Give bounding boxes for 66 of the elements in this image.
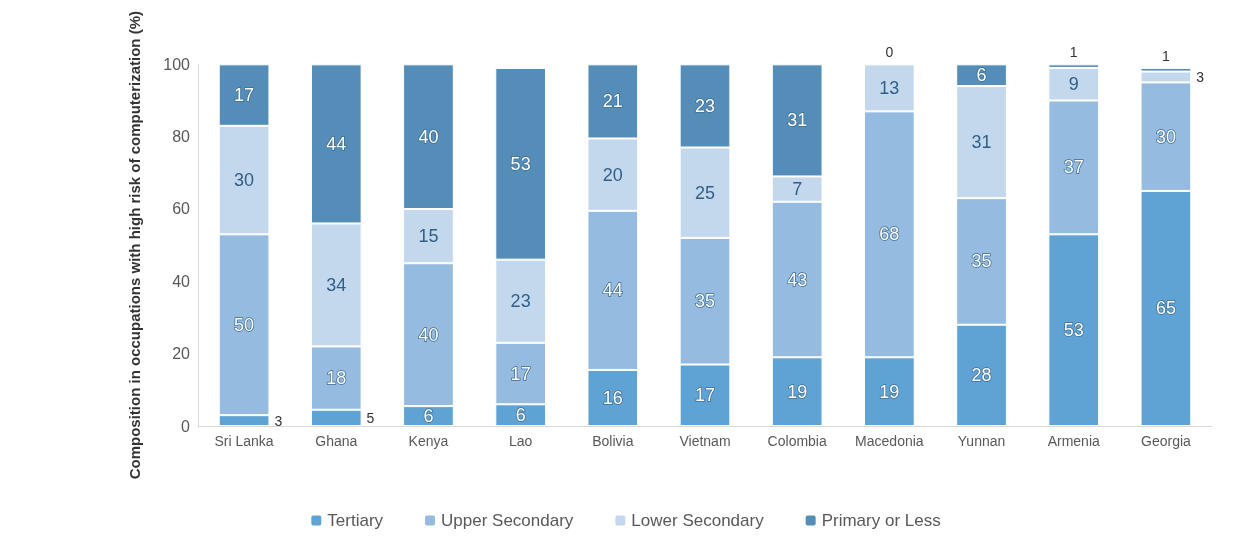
data-label: 68 — [879, 224, 900, 245]
data-label: 3 — [274, 412, 283, 429]
data-label: 44 — [326, 133, 347, 154]
data-label: 21 — [602, 91, 623, 112]
x-tick-label: Georgia — [1141, 433, 1192, 449]
x-tick-label: Vietnam — [679, 433, 731, 449]
data-label: 65 — [1155, 298, 1176, 319]
data-label: 5 — [366, 409, 375, 426]
x-tick-label: Lao — [508, 433, 533, 449]
data-label: 53 — [1063, 320, 1084, 341]
data-label: 28 — [971, 365, 992, 386]
data-label: 35 — [971, 251, 992, 272]
y-tick-label: 20 — [172, 345, 191, 363]
data-label: 40 — [418, 324, 439, 345]
data-label: 13 — [879, 77, 900, 98]
y-axis-title: Composition in occupations with high risk of computerization (%) — [125, 10, 143, 480]
x-tick-label: Ghana — [315, 433, 358, 449]
data-label: 37 — [1063, 157, 1084, 178]
legend-label: Lower Secondary — [631, 511, 765, 530]
x-tick-label: Kenya — [408, 433, 449, 449]
data-label: 9 — [1068, 74, 1079, 95]
data-label: 6 — [515, 405, 526, 426]
data-label: 6 — [976, 65, 987, 86]
x-tick-label: Sri Lanka — [214, 433, 274, 449]
data-label: 40 — [418, 126, 439, 147]
data-label: 18 — [326, 368, 347, 389]
legend-label: Upper Secondary — [441, 511, 574, 530]
data-label: 1 — [1069, 44, 1078, 61]
x-tick-label: Macedonia — [855, 433, 924, 449]
data-label: 30 — [1155, 126, 1176, 147]
data-label: 50 — [234, 314, 255, 335]
x-tick-label: Yunnan — [957, 433, 1006, 449]
x-tick-label: Bolivia — [592, 433, 634, 449]
data-label: 23 — [694, 95, 716, 116]
data-label: 7 — [792, 179, 803, 200]
data-label: 44 — [602, 280, 623, 301]
legend-label: Primary or Less — [821, 511, 941, 530]
data-label: 17 — [510, 363, 531, 384]
legend-label: Tertiary — [327, 511, 384, 530]
data-label: 16 — [602, 387, 623, 408]
data-label: 34 — [326, 274, 347, 295]
data-label: 25 — [694, 182, 716, 203]
data-label: 53 — [510, 153, 531, 174]
data-label: 19 — [787, 381, 808, 402]
y-tick-label: 60 — [172, 200, 191, 218]
data-label: 31 — [787, 110, 808, 131]
x-tick-label: Colombia — [767, 433, 827, 449]
y-tick-label: 100 — [163, 55, 191, 73]
data-label: 0 — [885, 44, 894, 61]
data-label: 17 — [234, 85, 255, 106]
data-label: 19 — [879, 381, 900, 402]
data-label: 1 — [1162, 47, 1171, 64]
x-tick-label: Armenia — [1047, 433, 1100, 449]
data-label: 31 — [971, 132, 992, 153]
y-tick-label: 0 — [181, 417, 191, 435]
y-tick-label: 80 — [172, 128, 191, 146]
data-label: 35 — [694, 291, 716, 312]
data-label: 43 — [787, 269, 808, 290]
data-label: 17 — [694, 385, 716, 406]
data-label: 15 — [418, 226, 439, 247]
data-label: 20 — [602, 164, 623, 185]
data-label: 3 — [1196, 68, 1205, 85]
data-label: 30 — [234, 170, 255, 191]
data-label: 23 — [510, 291, 531, 312]
data-label: 6 — [423, 406, 434, 427]
y-tick-label: 40 — [172, 272, 191, 290]
